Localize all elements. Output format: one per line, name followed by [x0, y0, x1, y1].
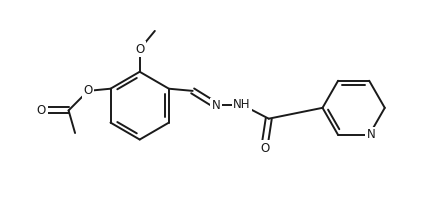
Text: O: O: [37, 104, 46, 117]
Text: O: O: [260, 142, 269, 155]
Text: O: O: [83, 84, 92, 97]
Text: NH: NH: [233, 98, 250, 111]
Text: O: O: [135, 43, 144, 56]
Text: N: N: [211, 99, 220, 112]
Text: N: N: [366, 128, 375, 141]
